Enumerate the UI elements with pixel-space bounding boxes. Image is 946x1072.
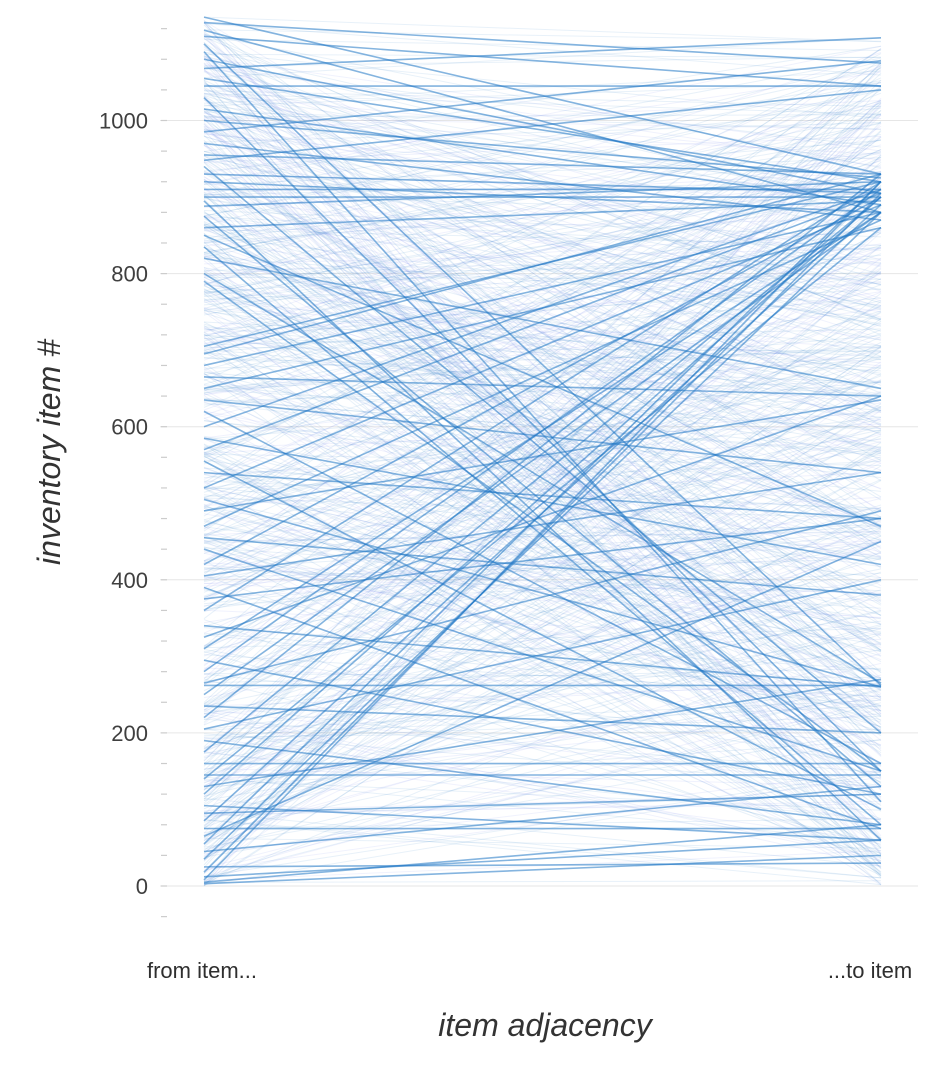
series-line-44 xyxy=(203,498,882,688)
series-line-76 xyxy=(203,540,882,837)
series-line-41 xyxy=(203,460,882,811)
series-line-23 xyxy=(203,180,882,208)
x-axis-title: item adjacency xyxy=(438,1007,653,1043)
series-line-3 xyxy=(203,35,882,87)
y-tick-label: 0 xyxy=(136,874,148,899)
y-tick-label: 400 xyxy=(111,568,148,593)
series-line-81 xyxy=(203,192,882,873)
series-line-40 xyxy=(203,192,882,451)
y-tick-label: 200 xyxy=(111,721,148,746)
series-line-79 xyxy=(203,211,882,860)
series-line-63 xyxy=(203,173,882,719)
series-line-30 xyxy=(203,280,882,772)
series-line-82 xyxy=(203,839,882,878)
series-line-54 xyxy=(203,624,882,688)
series-line-64 xyxy=(203,579,882,730)
series-line-77 xyxy=(203,181,882,845)
series-line-78 xyxy=(203,785,882,853)
series-line-34 xyxy=(203,376,882,397)
series-line-29 xyxy=(203,272,882,684)
background-line-haze xyxy=(203,16,882,887)
series-line-47 xyxy=(203,536,882,596)
series-line-58 xyxy=(203,188,882,673)
series-line-85 xyxy=(203,854,882,885)
series-line-43 xyxy=(203,203,882,489)
series-line-12 xyxy=(203,119,882,179)
series-lines xyxy=(203,16,882,887)
series-line-59 xyxy=(203,510,882,684)
series-line-8 xyxy=(203,77,882,183)
series-line-52 xyxy=(203,517,882,600)
series-line-46 xyxy=(203,219,882,527)
series-line-55 xyxy=(203,395,882,638)
series-line-37 xyxy=(203,410,882,765)
series-line-25 xyxy=(203,200,882,229)
series-line-45 xyxy=(203,399,882,512)
y-tick-label: 1000 xyxy=(99,109,148,134)
series-line-10 xyxy=(203,96,882,772)
y-tick-label: 600 xyxy=(111,415,148,440)
series-line-15 xyxy=(203,154,882,175)
series-line-36 xyxy=(203,399,882,474)
series-line-80 xyxy=(203,862,882,868)
series-line-71 xyxy=(203,196,882,795)
series-line-83 xyxy=(203,181,882,881)
y-tick-labels: 0 200 400 600 800 1000 xyxy=(99,109,148,900)
series-line-7 xyxy=(203,37,882,70)
series-line-39 xyxy=(203,437,882,566)
series-line-17 xyxy=(203,165,882,734)
series-line-53 xyxy=(203,181,882,612)
series-line-66 xyxy=(203,196,882,753)
x-category-label-to: ...to item xyxy=(828,958,912,983)
x-category-label-from: from item... xyxy=(147,958,257,983)
series-line-13 xyxy=(203,59,882,133)
series-line-16 xyxy=(203,89,882,162)
series-line-70 xyxy=(203,678,882,788)
series-line-28 xyxy=(203,257,882,390)
y-minor-ticks xyxy=(161,28,167,918)
series-line-57 xyxy=(203,659,882,795)
series-line-84 xyxy=(203,823,882,883)
y-tick-label: 800 xyxy=(111,262,148,287)
series-line-62 xyxy=(203,705,882,734)
series-line-2 xyxy=(203,29,882,214)
series-line-33 xyxy=(203,211,882,367)
series-line-50 xyxy=(203,471,882,577)
series-line-38 xyxy=(203,188,882,428)
series-line-32 xyxy=(203,173,882,355)
series-line-4 xyxy=(203,43,882,687)
y-axis-title: inventory item # xyxy=(31,338,67,565)
series-line-65 xyxy=(203,739,882,826)
series-line-1 xyxy=(203,21,882,64)
series-line-49 xyxy=(203,196,882,566)
